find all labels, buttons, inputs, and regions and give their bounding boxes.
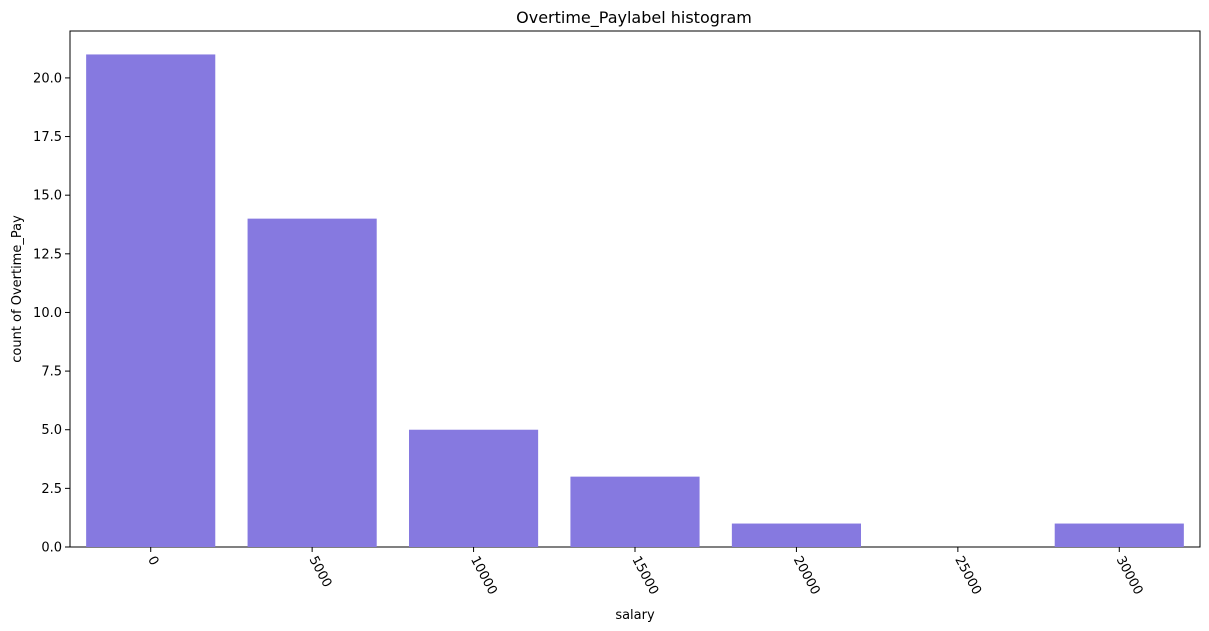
x-tick-label: 0 <box>144 554 161 568</box>
x-axis: 0 5000 10000 15000 20000 25000 30000 <box>144 547 1145 597</box>
bar-5000 <box>247 218 377 547</box>
bar-20000 <box>731 523 861 547</box>
y-tick-label: 12.5 <box>33 247 62 262</box>
y-tick-label: 20.0 <box>33 71 62 86</box>
y-tick-label: 10.0 <box>33 306 62 321</box>
y-tick-label: 7.5 <box>41 365 62 380</box>
bar-15000 <box>570 476 700 547</box>
x-tick-label: 25000 <box>951 554 984 598</box>
bar-30000 <box>1054 523 1184 547</box>
y-tick-label: 17.5 <box>33 130 62 145</box>
y-axis-label: count of Overtime_Pay <box>10 215 25 363</box>
y-tick-label: 0.0 <box>41 541 62 556</box>
y-tick-label: 5.0 <box>41 423 62 438</box>
x-tick-label: 10000 <box>467 554 500 598</box>
chart-title: Overtime_Paylabel histogram <box>516 8 752 28</box>
bars-group <box>86 54 1184 547</box>
x-axis-label: salary <box>615 608 655 623</box>
y-tick-label: 15.0 <box>33 189 62 204</box>
x-tick-label: 15000 <box>628 554 661 598</box>
x-tick-label: 30000 <box>1113 554 1146 598</box>
x-tick-label: 20000 <box>790 554 823 598</box>
x-tick-label: 5000 <box>306 554 335 590</box>
y-axis: 0.0 2.5 5.0 7.5 10.0 12.5 15.0 17.5 20.0 <box>33 71 70 556</box>
bar-10000 <box>409 429 539 547</box>
plot-frame <box>69 30 1201 548</box>
y-tick-label: 2.5 <box>41 482 62 497</box>
bar-0 <box>86 54 216 547</box>
